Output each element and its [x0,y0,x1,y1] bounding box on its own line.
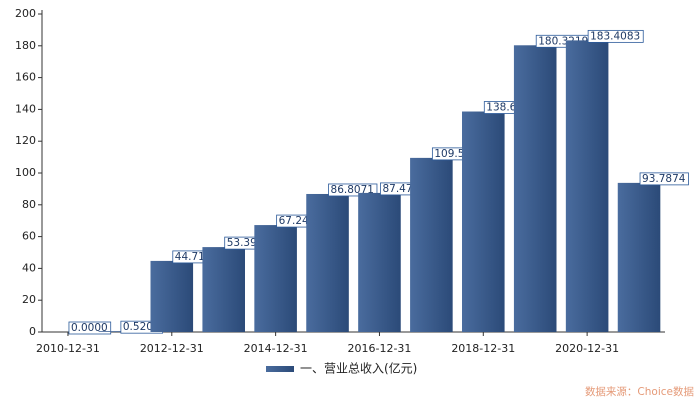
legend-swatch [266,366,294,372]
value-label: 0.0000 [71,322,108,334]
bar [410,157,453,332]
x-tick-label: 2016-12-31 [347,342,411,355]
value-label: 0.5203 [123,321,160,333]
x-tick-label: 2010-12-31 [36,342,100,355]
x-tick-label: 2014-12-31 [244,342,308,355]
value-label: 183.4083 [590,30,640,42]
bar [150,260,194,332]
bar [617,182,661,332]
bar [513,45,557,332]
y-tick-label: 60 [22,230,36,243]
bar [202,247,245,332]
y-tick-label: 100 [15,166,36,179]
value-label-box [639,172,689,186]
bar [254,225,297,332]
y-tick-label: 200 [15,7,36,20]
y-tick-label: 140 [15,102,36,115]
y-tick-label: 80 [22,198,36,211]
y-tick-label: 20 [22,293,36,306]
legend-label: 一、营业总收入(亿元) [300,361,417,376]
bar [462,111,505,332]
value-label-box [587,29,644,43]
x-tick-label: 2020-12-31 [555,342,619,355]
y-tick-label: 160 [15,71,36,84]
value-label-box [68,321,112,335]
bar [306,193,349,332]
y-tick-label: 0 [29,325,36,338]
bar [98,331,142,332]
x-tick-label: 2018-12-31 [451,342,515,355]
y-tick-label: 180 [15,39,36,52]
y-tick-label: 120 [15,134,36,147]
bar [358,192,401,332]
bar [565,40,609,333]
value-label: 93.7874 [642,173,686,185]
source-note: 数据来源：Choice数据 [585,385,695,398]
x-tick-label: 2012-12-31 [140,342,204,355]
y-tick-label: 40 [22,261,36,274]
